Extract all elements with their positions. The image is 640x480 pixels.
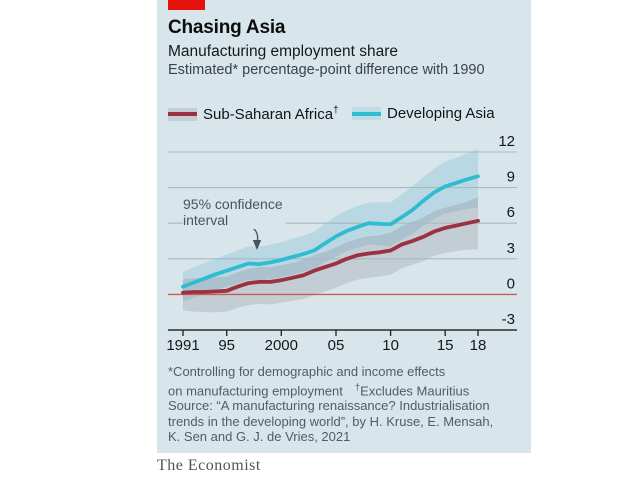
annotation-arrowhead <box>252 240 262 250</box>
x-tick-label-1995: 95 <box>218 337 235 354</box>
x-tick-label-2010: 10 <box>382 337 399 354</box>
legend-item-developing-asia: Developing Asia <box>352 105 495 122</box>
chart-unit-line: Estimated* percentage-point difference w… <box>168 62 485 78</box>
source-line-1: Source: “A manufacturing renaissance? In… <box>168 398 490 413</box>
legend: Sub-Saharan Africa† Developing Asia <box>157 105 531 123</box>
africa-line <box>181 218 480 295</box>
source-line-2: trends in the developing world”, by H. K… <box>168 413 494 429</box>
x-tick-label-2015: 15 <box>437 337 454 354</box>
confidence-interval-annotation: 95% confidence interval <box>183 196 286 229</box>
chart-card: Chasing Asia Manufacturing employment sh… <box>157 0 531 453</box>
asia-line <box>181 174 480 289</box>
line-chart-plot: 12 9 6 3 0 -3 1991 95 2000 05 10 15 18 <box>166 133 517 354</box>
x-tick-label-1991: 1991 <box>166 337 199 354</box>
annotation-line-2: interval <box>183 212 229 228</box>
footnote-line-2: on manufacturing employment †Excludes Mau… <box>168 381 470 398</box>
source-line-3: K. Sen and G. J. de Vries, 2021 <box>168 429 351 444</box>
x-tick-label-2000: 2000 <box>265 337 298 354</box>
y-tick-label--3: -3 <box>502 311 515 328</box>
economist-brand: The Economist <box>157 457 261 474</box>
x-tick-label-2018: 18 <box>470 337 487 354</box>
y-tick-label-9: 9 <box>507 169 515 186</box>
y-tick-label-0: 0 <box>507 275 515 292</box>
legend-label-asia: Developing Asia <box>387 105 495 122</box>
x-tick-label-2005: 05 <box>328 337 345 354</box>
africa-line-swatch <box>168 112 197 116</box>
footnote: *Controlling for demographic and income … <box>168 364 469 398</box>
footnote-line-1: *Controlling for demographic and income … <box>168 364 446 379</box>
annotation-line-1: 95% confidence <box>183 196 283 212</box>
y-tick-label-6: 6 <box>507 204 515 221</box>
legend-label-africa: Sub-Saharan Africa† <box>203 105 339 123</box>
dagger-mark: † <box>333 105 339 116</box>
y-tick-label-12: 12 <box>498 133 515 150</box>
y-tick-label-3: 3 <box>507 240 515 257</box>
chart-title: Chasing Asia <box>168 17 286 38</box>
source-note: Source: “A manufacturing renaissance? In… <box>168 398 493 445</box>
dagger-mark: † <box>354 381 361 393</box>
legend-item-sub-saharan-africa: Sub-Saharan Africa† <box>168 105 339 123</box>
asia-line-swatch <box>352 111 381 116</box>
asia-band-swatch <box>352 107 381 120</box>
africa-band-swatch <box>168 107 197 121</box>
chart-subtitle: Manufacturing employment share <box>168 43 399 60</box>
economist-red-tab <box>168 0 205 10</box>
